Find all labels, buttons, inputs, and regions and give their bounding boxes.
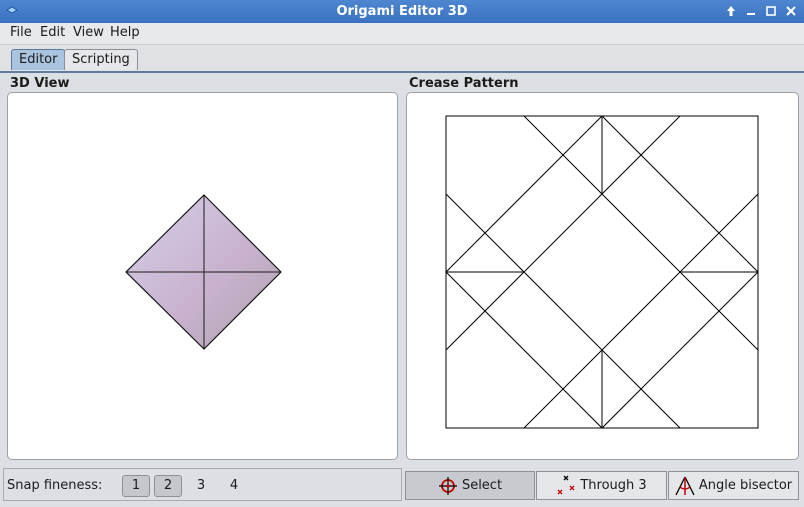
view3d-title: 3D View [10, 76, 70, 91]
menu-view[interactable]: View [73, 25, 104, 40]
select-tool-label: Select [461, 478, 503, 493]
angle-bisector-icon [675, 476, 695, 495]
view3d-canvas[interactable] [7, 92, 398, 460]
crosshair-icon [438, 476, 457, 495]
through3-tool-button[interactable]: Through 3 [536, 471, 667, 500]
tab-editor[interactable]: Editor [11, 49, 66, 70]
crease-pattern-title: Crease Pattern [409, 76, 519, 91]
crease-pattern-canvas[interactable] [406, 92, 799, 460]
angle-bisector-tool-label: Angle bisector [698, 478, 793, 493]
close-button[interactable] [784, 3, 798, 19]
through3-tool-label: Through 3 [580, 478, 647, 493]
window-title: Origami Editor 3D [336, 4, 468, 19]
crease-diagonal [445, 193, 681, 429]
menu-help[interactable]: Help [110, 25, 140, 40]
title-bar: Origami Editor 3D [0, 0, 804, 23]
pin-icon[interactable] [724, 3, 738, 19]
tab-scripting[interactable]: Scripting [64, 49, 138, 70]
snap-option-4[interactable]: 4 [229, 478, 239, 493]
crease-diagonal [523, 193, 759, 429]
snap-option-3[interactable]: 3 [196, 478, 206, 493]
crease-diagonal [523, 115, 759, 351]
menu-file[interactable]: File [10, 25, 32, 40]
menu-bar: File Edit View Help [0, 23, 804, 45]
app-icon [6, 6, 18, 14]
crease-diagonal [445, 115, 681, 351]
snap-option-2[interactable]: 2 [154, 475, 182, 497]
paper-model [125, 194, 282, 350]
snap-option-1[interactable]: 1 [122, 475, 150, 497]
bottom-toolbar: Snap fineness: 1 2 3 4 Select Through 3 … [0, 466, 804, 507]
tab-bar: Editor Scripting [0, 45, 804, 73]
three-points-icon [557, 475, 575, 494]
minimize-button[interactable] [744, 3, 758, 19]
crease-pattern-drawing [445, 115, 759, 429]
select-tool-button[interactable]: Select [405, 471, 535, 500]
angle-bisector-tool-button[interactable]: Angle bisector [668, 471, 799, 500]
snap-fineness-label: Snap fineness: [7, 478, 103, 493]
snap-fineness-group: Snap fineness: 1 2 3 4 [3, 468, 402, 501]
maximize-button[interactable] [764, 3, 778, 19]
menu-edit[interactable]: Edit [40, 25, 66, 40]
